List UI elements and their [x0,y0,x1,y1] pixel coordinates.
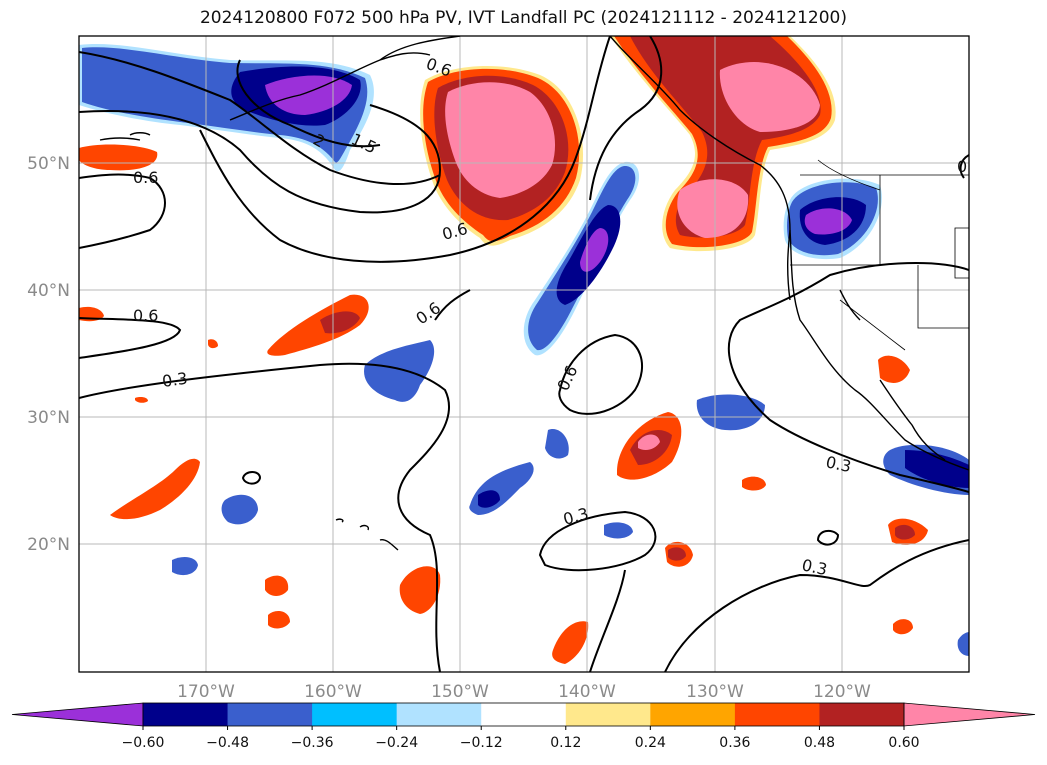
colorbar-segment [312,703,398,726]
contour-label: 0.6 [133,306,158,325]
map-title: 2024120800 F072 500 hPa PV, IVT Landfall… [199,8,847,28]
shading-positive-gulf-alaska [420,65,584,246]
contour-label: 0.6 [553,363,581,394]
lat-tick-label: 20°N [27,535,70,555]
colorbar-tick-label: 0.60 [888,735,919,751]
colorbar-segment [565,703,651,726]
contour-label: 0.6 [440,219,470,244]
colorbar-segment [481,703,567,726]
coastlines [99,36,969,551]
lon-tick-labels: 170°W 160°W 150°W 140°W 130°W 120°W [177,682,871,702]
contour-label: 0.6 [133,168,158,187]
contour-label: 0.6 [412,298,444,328]
colorbar-extend-max [903,702,1036,727]
colorbar-tick-label: −0.60 [122,735,165,751]
lon-tick-label: 170°W [177,682,235,702]
colorbar-tick-label: −0.24 [375,735,418,751]
lon-tick-label: 160°W [304,682,362,702]
colorbar-outline [142,702,905,727]
map-area: 1.5 2 0.6 0.6 0.6 0.6 0.6 0.6 0.3 0.3 0.… [79,36,982,672]
lon-tick-label: 140°W [558,682,616,702]
colorbar-segment [819,703,905,726]
colorbar-tick-label: −0.36 [291,735,334,751]
pv-contours [79,36,969,672]
colorbar-segment [396,703,482,726]
colorbar-segment [227,703,313,726]
map-frame [78,35,970,673]
colorbar-extend-min [11,702,144,727]
shading-negative-small [172,340,969,656]
colorbar-tick-label: −0.48 [206,735,249,751]
shading-positive-bc-coast [610,36,836,252]
colorbar-tick-label: 0.48 [804,735,835,751]
colorbar: −0.60 −0.48 −0.36 −0.24 −0.12 0.12 0.24 0.36 0.4… [11,702,1036,751]
lon-tick-label: 120°W [813,682,871,702]
contour-label: 0.3 [161,369,189,391]
lat-tick-label: 30°N [27,408,70,428]
lat-tick-label: 40°N [27,281,70,301]
shading-negative-pnw [783,178,882,260]
contour-label: 0.6 [957,157,982,176]
colorbar-tick-label: 0.12 [550,735,581,751]
lat-tick-label: 50°N [27,154,70,174]
colorbar-segment [143,703,229,726]
lat-tick-labels: 50°N 40°N 30°N 20°N [27,154,70,555]
gridlines [79,36,969,672]
lon-tick-label: 130°W [686,682,744,702]
contour-label: 0.3 [561,504,591,529]
shading-negative-central-pacific [523,161,640,356]
contour-label: 0.3 [800,555,829,579]
colorbar-tick-label: 0.36 [719,735,750,751]
colorbar-segment [650,703,736,726]
lon-tick-label: 150°W [431,682,489,702]
colorbar-segment [734,703,820,726]
colorbar-tick-label: −0.12 [460,735,503,751]
colorbar-tick-label: 0.24 [635,735,666,751]
contour-label: 0.3 [824,452,853,476]
shading-negative-baja [883,444,969,495]
